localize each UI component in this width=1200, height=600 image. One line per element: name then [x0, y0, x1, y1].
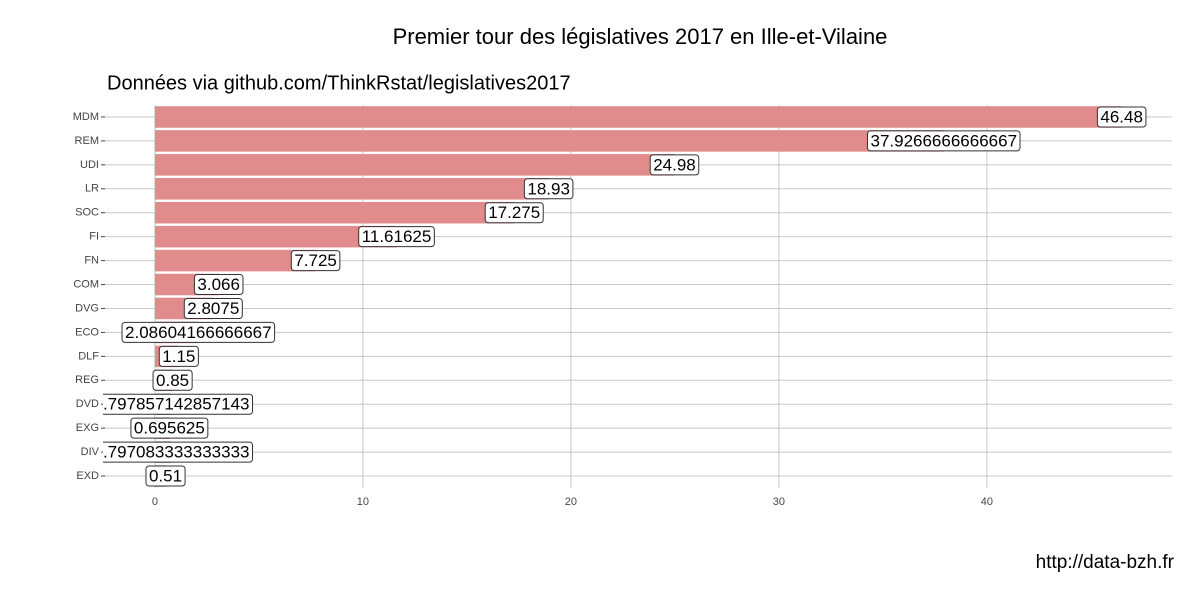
y-tick-label: DIV	[81, 446, 100, 458]
x-tick-label: 0	[152, 496, 158, 508]
data-label: 1.15	[162, 347, 195, 366]
bar	[154, 178, 549, 200]
bar	[154, 249, 316, 272]
label-box	[523, 178, 574, 200]
bar	[154, 106, 1122, 128]
chart-caption: http://data-bzh.fr	[1036, 552, 1175, 573]
data-labels: 46.48 37.9266666666667 24.98 18.93 17.275 11.…	[93, 106, 1147, 487]
y-tick-label: UDI	[80, 159, 99, 171]
label-box	[152, 369, 193, 391]
y-tick-label: DLF	[78, 350, 99, 362]
label-box	[649, 154, 700, 176]
x-tick-label: 20	[565, 496, 577, 508]
bars	[154, 106, 1122, 487]
data-label: 24.98	[653, 155, 696, 174]
y-tick-label: FN	[84, 255, 99, 267]
data-label: 37.9266666666667	[870, 131, 1017, 150]
data-label: 0.695625	[134, 419, 205, 438]
data-label: 11.61625	[362, 227, 432, 246]
data-label: 0.85	[156, 371, 189, 390]
y-tick-label: FI	[89, 231, 99, 243]
label-box	[1096, 106, 1147, 128]
bar	[154, 154, 675, 176]
label-box	[130, 417, 209, 439]
data-label: 46.48	[1100, 107, 1143, 126]
y-tick-label: ECO	[75, 326, 99, 338]
data-label: 2.08604166666667	[125, 323, 272, 342]
data-label: 7.725	[294, 251, 337, 270]
y-tick-label: MDM	[73, 111, 99, 123]
data-label: 17.275	[488, 203, 540, 222]
chart-subtitle: Données via github.com/ThinkRstat/legisl…	[107, 72, 571, 94]
data-label: 0.797083333333333	[93, 443, 249, 462]
y-tick-label: DVD	[76, 398, 99, 410]
bar	[154, 201, 515, 224]
y-tick-label: REM	[75, 135, 99, 147]
y-tick-label: EXD	[76, 470, 99, 482]
label-box	[145, 465, 186, 487]
label-box	[158, 345, 199, 367]
y-tick-label: SOC	[75, 207, 99, 219]
data-label: 2.8075	[187, 299, 239, 318]
bar	[154, 225, 397, 248]
x-tick-label: 30	[773, 496, 785, 508]
bar	[154, 130, 944, 152]
data-label: 0.797857142857143	[94, 395, 250, 414]
y-tick-label: EXG	[76, 422, 99, 434]
label-box	[358, 226, 435, 248]
label-box	[121, 321, 276, 343]
label-box	[484, 202, 544, 224]
y-tick-label: DVG	[75, 302, 99, 314]
y-tick-label: REG	[75, 374, 99, 386]
data-label: 18.93	[527, 179, 570, 198]
label-box	[183, 297, 243, 319]
chart-title: Premier tour des législatives 2017 en Il…	[393, 24, 888, 49]
data-label: 3.066	[197, 275, 240, 294]
x-tick-label: 40	[981, 496, 993, 508]
y-tick-label: COM	[73, 278, 99, 290]
label-box	[103, 441, 253, 463]
label-box	[290, 250, 341, 272]
y-tick-label: LR	[85, 183, 99, 195]
x-tick-label: 10	[357, 496, 369, 508]
label-box	[866, 130, 1021, 152]
data-label: 0.51	[149, 467, 182, 486]
label-box	[103, 393, 254, 415]
label-box	[193, 274, 244, 296]
